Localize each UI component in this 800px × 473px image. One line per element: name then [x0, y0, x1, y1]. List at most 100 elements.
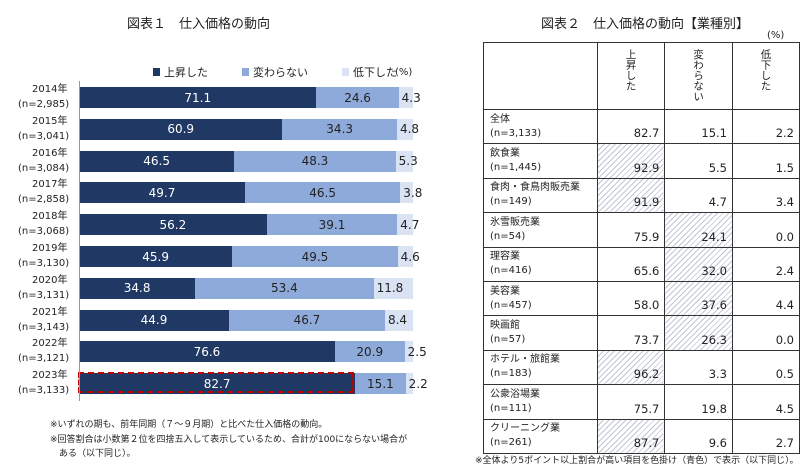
row-sample-size: (n=54) — [490, 230, 526, 242]
bar-segment-same: 48.3 — [234, 150, 396, 172]
bar-segment-same: 46.7 — [228, 309, 385, 331]
chart1-note-3: ある（以下同じ）。 — [50, 449, 136, 459]
table-cell: 65.6 — [596, 246, 666, 282]
row-sample-size: (n=111) — [490, 402, 532, 414]
year-label: 2016年 (n=3,084) — [18, 146, 69, 176]
year-label: 2018年 (n=3,068) — [18, 209, 69, 239]
table-cell: 1.5 — [731, 143, 800, 179]
year-label-n: (n=3,131) — [18, 289, 70, 301]
cell-value: 2.4 — [775, 263, 794, 278]
row-header: 食肉・食鳥肉販売業 (n=149) — [483, 177, 598, 214]
year-label-n: (n=2,985) — [18, 99, 70, 110]
table-cell: 2.4 — [731, 246, 800, 282]
table-row: 理容業 (n=416) 65.6 32.0 2.4 — [483, 246, 800, 282]
legend-label-same: 変わらない — [253, 66, 308, 79]
bar-value-label: 4.3 — [401, 90, 421, 105]
table-row: 氷雪販売業 (n=54) 75.9 24.1 0.0 — [483, 212, 800, 248]
chart1-axis-line — [79, 81, 80, 401]
row-header: 映画館 (n=57) — [483, 315, 598, 351]
row-sample-size: (n=183) — [490, 368, 532, 380]
legend-item-rise: 上昇した — [153, 64, 208, 80]
bar-value-label: 60.9 — [167, 122, 195, 137]
year-label: 2014年 (n=2,985) — [18, 82, 69, 112]
bar-value-label: 2.5 — [407, 344, 427, 359]
column-header: 変わらない — [664, 42, 733, 110]
row-header: 飲食業 (n=1,445) — [483, 143, 598, 179]
bar-segment-same: 53.4 — [195, 277, 374, 299]
bar-segment-rise: 49.7 — [79, 182, 245, 204]
bar-value-label: 4.8 — [399, 122, 420, 137]
chart1-unit: (%) — [395, 67, 413, 78]
cell-value: 19.8 — [701, 401, 727, 416]
bar-segment-fall: 4.3 — [398, 87, 421, 108]
bar-value-label: 56.2 — [159, 217, 187, 232]
chart2-title: 図表２ 仕入価格の動向【業種別】 — [541, 17, 750, 32]
cell-value: 4.5 — [775, 401, 794, 416]
table-corner — [483, 42, 598, 110]
cell-value: 75.7 — [633, 401, 660, 416]
table-row: 食肉・食鳥肉販売業 (n=149) 91.9 4.7 3.4 — [483, 177, 800, 214]
year-label-year: 2020年 — [32, 274, 68, 286]
row-header: 美容業 (n=457) — [483, 280, 598, 317]
year-label-n: (n=2,858) — [18, 194, 70, 206]
year-label-n: (n=3,084) — [18, 162, 70, 174]
table-cell: 5.5 — [664, 143, 733, 179]
cell-value: 32.0 — [701, 263, 727, 278]
bar-value-label: 8.4 — [387, 313, 408, 328]
bar-segment-rise: 44.9 — [79, 309, 229, 331]
table-row: クリーニング業 (n=261) 87.7 9.6 2.7 — [483, 418, 800, 454]
year-label: 2019年 (n=3,130) — [18, 241, 69, 271]
row-header: 理容業 (n=416) — [483, 246, 598, 282]
cell-value: 73.7 — [633, 332, 660, 347]
year-label-year: 2016年 — [32, 147, 68, 159]
row-header: 氷雪販売業 (n=54) — [483, 212, 598, 248]
table-cell: 9.6 — [664, 418, 733, 454]
row-sample-size: (n=1,445) — [490, 162, 542, 174]
year-label-year: 2014年 — [32, 84, 68, 95]
row-label: 全体 — [490, 113, 510, 125]
row-sample-size: (n=261) — [490, 437, 532, 449]
legend-swatch-same — [242, 68, 249, 76]
table-row: 公衆浴場業 (n=111) 75.7 19.8 4.5 — [483, 384, 800, 420]
legend-swatch-rise — [153, 68, 160, 76]
row-label: クリーニング業 — [490, 423, 560, 435]
chart1-legend: 上昇した 変わらない 低下した — [153, 64, 431, 80]
bar-value-label: 76.6 — [193, 344, 221, 359]
table-cell: 2.2 — [731, 108, 800, 145]
bar-segment-same: 15.1 — [355, 373, 406, 395]
year-label-year: 2021年 — [32, 306, 68, 318]
year-label: 2020年 (n=3,131) — [18, 273, 69, 303]
table-cell: 96.2 — [596, 349, 666, 386]
year-label-year: 2022年 — [32, 338, 68, 350]
bar-value-label: 4.6 — [400, 249, 420, 264]
year-label-year: 2023年 — [32, 370, 68, 382]
bar-segment-same: 34.3 — [282, 118, 397, 140]
chart1-title: 図表１ 仕入価格の動向 — [127, 17, 271, 32]
row-label: 公衆浴場業 — [490, 388, 540, 400]
bar-value-label: 49.5 — [301, 249, 329, 264]
table-cell: 4.7 — [664, 177, 733, 214]
bar-segment-rise: 56.2 — [79, 214, 267, 236]
table-cell: 91.9 — [596, 177, 666, 214]
table-header-row: 上昇した 変わらない 低下した — [483, 42, 800, 110]
bar-segment-same: 20.9 — [334, 341, 405, 363]
bar-segment-rise: 76.6 — [79, 341, 335, 363]
row-header: ホテル・旅館業 (n=183) — [483, 349, 598, 386]
bar-value-label: 34.3 — [326, 122, 354, 137]
cell-value: 4.7 — [708, 195, 727, 210]
year-label-year: 2018年 — [32, 211, 68, 223]
bar-value-label: 11.8 — [376, 281, 404, 296]
highlight-border — [78, 372, 355, 394]
row-sample-size: (n=3,133) — [490, 127, 542, 139]
row-sample-size: (n=457) — [490, 299, 532, 311]
table-cell: 4.5 — [731, 384, 800, 420]
bar-segment-fall: 11.8 — [373, 277, 413, 299]
cell-value: 91.9 — [633, 195, 660, 210]
table-cell: 87.7 — [596, 418, 666, 454]
cell-value: 4.4 — [775, 298, 794, 313]
row-header: 公衆浴場業 (n=111) — [483, 384, 598, 420]
cell-value: 24.1 — [701, 229, 727, 244]
cell-value: 9.6 — [708, 435, 727, 450]
cell-value: 65.6 — [633, 263, 660, 278]
row-sample-size: (n=57) — [490, 334, 526, 346]
